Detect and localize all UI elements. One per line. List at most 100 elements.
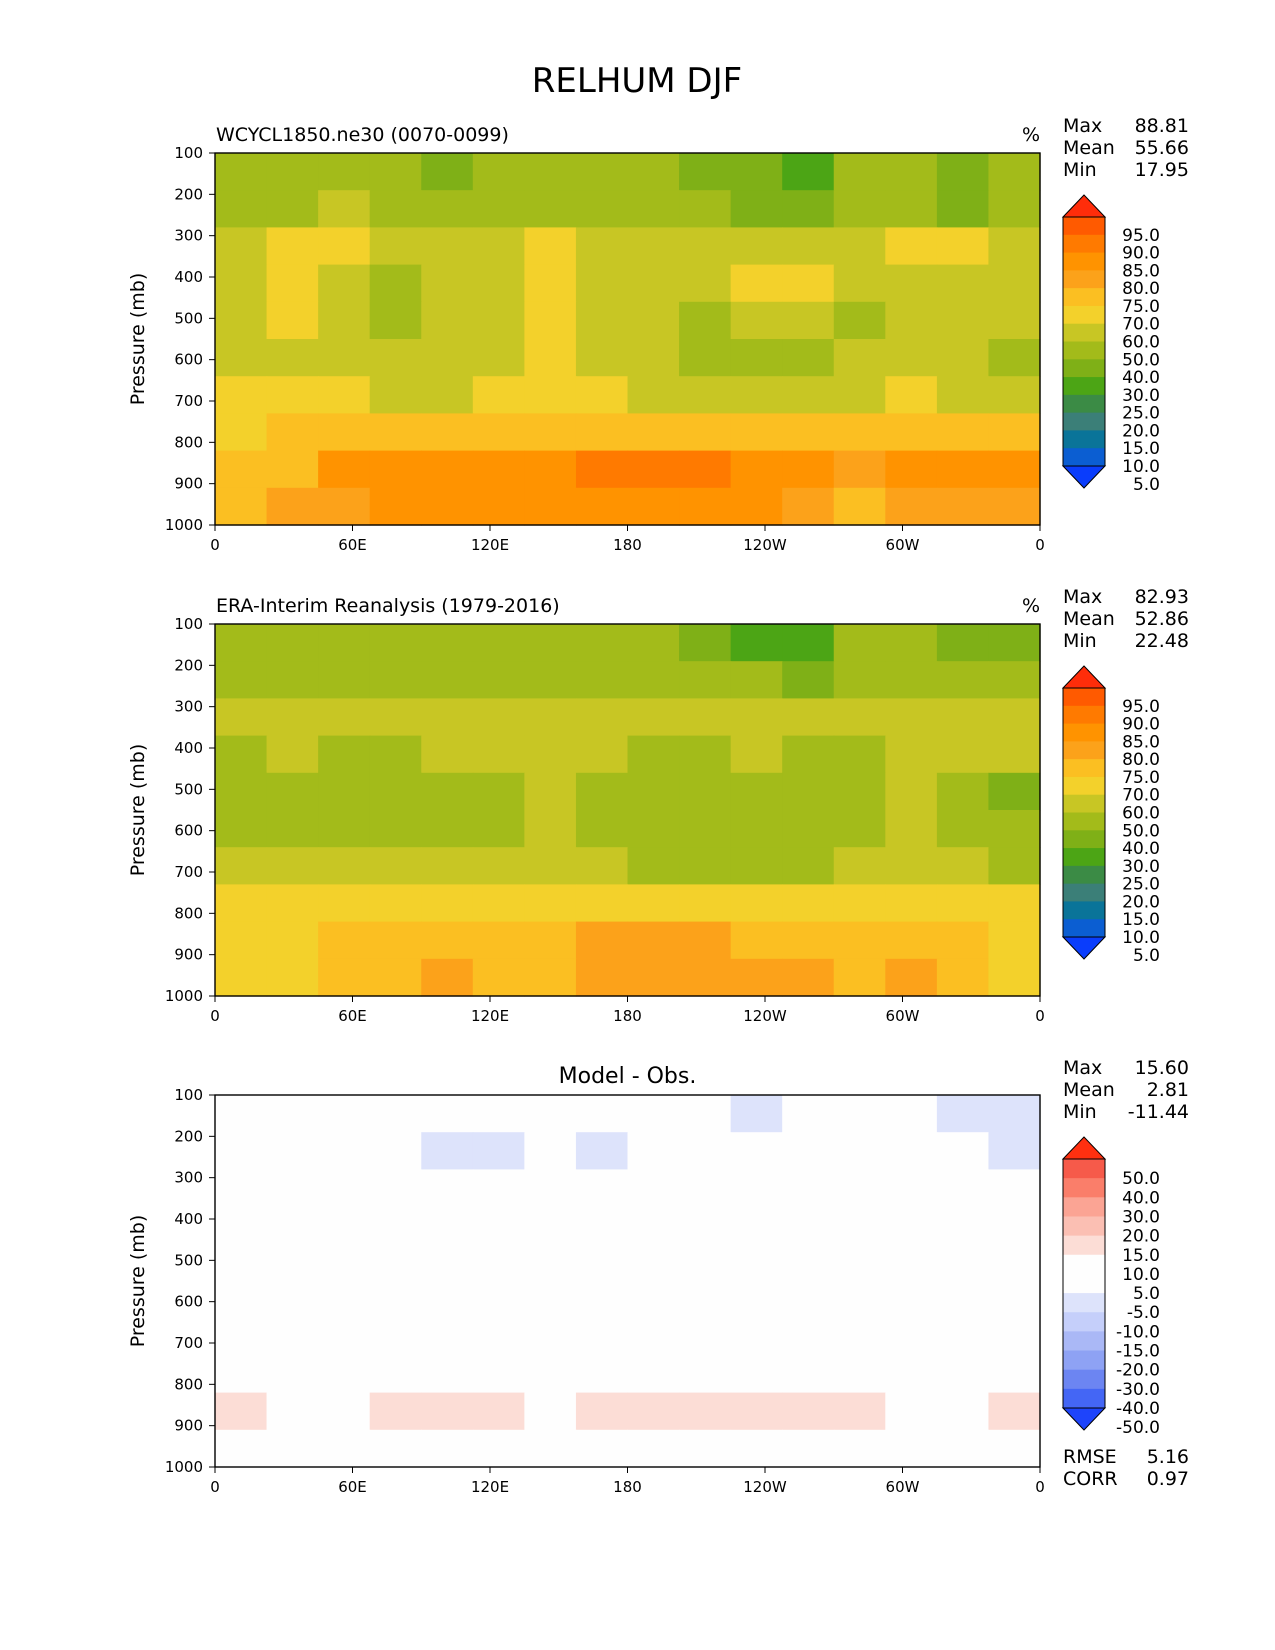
heatmap-cell: [782, 1243, 835, 1282]
heatmap-cell: [782, 1355, 835, 1394]
heatmap-cell: [730, 450, 783, 489]
heatmap-cell: [575, 884, 629, 923]
heatmap-cell: [936, 1169, 990, 1208]
y-tick-label: 200: [174, 185, 203, 203]
heatmap-cell: [627, 735, 680, 774]
heatmap-cell: [472, 661, 525, 699]
x-tick-label: 60E: [338, 1007, 367, 1025]
y-tick-label: 900: [174, 1417, 203, 1435]
heatmap-cell: [472, 190, 525, 228]
heatmap-cell: [575, 1132, 629, 1170]
colorbar-segment: [1063, 1312, 1105, 1332]
heatmap-cell: [472, 376, 525, 414]
x-tick-label: 0: [1035, 536, 1045, 554]
heatmap-cell: [936, 153, 990, 191]
colorbar-label: 25.0: [1122, 875, 1160, 895]
heatmap-cell: [575, 339, 629, 377]
colorbar-label: 5.0: [1133, 946, 1160, 966]
colorbar-label: 70.0: [1122, 315, 1160, 335]
heatmap-cell: [679, 921, 732, 960]
heatmap-cell: [782, 487, 835, 526]
heatmap-cell: [936, 884, 990, 923]
y-tick-label: 900: [174, 946, 203, 964]
stat-value: 22.48: [1135, 630, 1189, 652]
heatmap-cell: [730, 190, 783, 228]
heatmap-cell: [988, 921, 1041, 960]
heatmap-cell: [215, 1355, 268, 1394]
heatmap-cell: [730, 153, 783, 191]
heatmap-cell: [782, 376, 835, 414]
heatmap-cell: [679, 847, 732, 885]
colorbar-label: -40.0: [1116, 1399, 1160, 1419]
heatmap-cell: [730, 1318, 783, 1356]
heatmap-cell: [266, 624, 319, 662]
y-axis-label: Pressure (mb): [127, 273, 149, 406]
heatmap-cell: [833, 1281, 886, 1319]
footer-stat-value: 5.16: [1147, 1446, 1189, 1468]
colorbar-label: 15.0: [1122, 1246, 1160, 1266]
heatmap-cell: [472, 1281, 525, 1319]
x-tick-label: 180: [613, 1478, 642, 1496]
heatmap-cell: [318, 810, 371, 848]
colorbar-extend-bottom: [1061, 1407, 1107, 1431]
heatmap-cell: [885, 884, 938, 923]
heatmap-cell: [627, 1281, 680, 1319]
heatmap-cell: [833, 624, 886, 662]
heatmap-cell: [885, 301, 938, 340]
colorbar-label: -10.0: [1116, 1322, 1160, 1342]
stat-label: Mean: [1063, 137, 1115, 159]
heatmap-cell: [524, 376, 577, 414]
heatmap-cell: [524, 1318, 577, 1356]
heatmap-cell: [318, 376, 371, 414]
heatmap-cell: [369, 264, 422, 303]
heatmap-cell: [885, 487, 938, 526]
colorbar-label: 40.0: [1122, 839, 1160, 859]
heatmap-cell: [627, 413, 680, 452]
heatmap-cell: [421, 1429, 474, 1468]
x-tick-label: 60E: [338, 536, 367, 554]
heatmap-cell: [524, 810, 577, 848]
colorbar-extend-top: [1061, 665, 1107, 689]
heatmap-cell: [782, 1095, 835, 1133]
heatmap-cell: [885, 1206, 938, 1245]
heatmap-cell: [266, 1392, 319, 1431]
heatmap-cell: [833, 1206, 886, 1245]
heatmap-cell: [833, 376, 886, 414]
heatmap-cell: [318, 264, 371, 303]
heatmap-cell: [266, 810, 319, 848]
heatmap-cell: [833, 1318, 886, 1356]
heatmap-cell: [730, 1206, 783, 1245]
heatmap-cell: [472, 1206, 525, 1245]
heatmap-cell: [266, 1355, 319, 1394]
heatmap-cell: [215, 487, 268, 526]
colorbar-segment: [1063, 234, 1105, 254]
heatmap-cell: [472, 1132, 525, 1170]
heatmap-cell: [885, 735, 938, 774]
heatmap-cell: [679, 810, 732, 848]
footer-stat-label: RMSE: [1063, 1446, 1117, 1468]
stat-value: 15.60: [1135, 1057, 1189, 1079]
heatmap-cell: [421, 884, 474, 923]
heatmap-cell: [369, 624, 422, 662]
y-axis-label: Pressure (mb): [127, 1215, 149, 1348]
heatmap-cell: [833, 339, 886, 377]
heatmap-cell: [421, 1095, 474, 1133]
heatmap-cell: [885, 958, 938, 997]
heatmap-cell: [885, 1318, 938, 1356]
heatmap-cell: [369, 1243, 422, 1282]
heatmap-cell: [885, 339, 938, 377]
heatmap-cell: [369, 735, 422, 774]
heatmap-cell: [472, 1169, 525, 1208]
colorbar-segment: [1063, 865, 1105, 885]
heatmap-cell: [988, 1318, 1041, 1356]
heatmap-cell: [833, 884, 886, 923]
heatmap-cell: [266, 487, 319, 526]
heatmap-cell: [575, 735, 629, 774]
heatmap-cell: [421, 698, 474, 737]
heatmap-cell: [575, 772, 629, 811]
heatmap-cell: [575, 227, 629, 266]
heatmap-cell: [730, 847, 783, 885]
heatmap-cell: [833, 1429, 886, 1468]
y-tick-label: 900: [174, 475, 203, 493]
heatmap-cell: [782, 1169, 835, 1208]
